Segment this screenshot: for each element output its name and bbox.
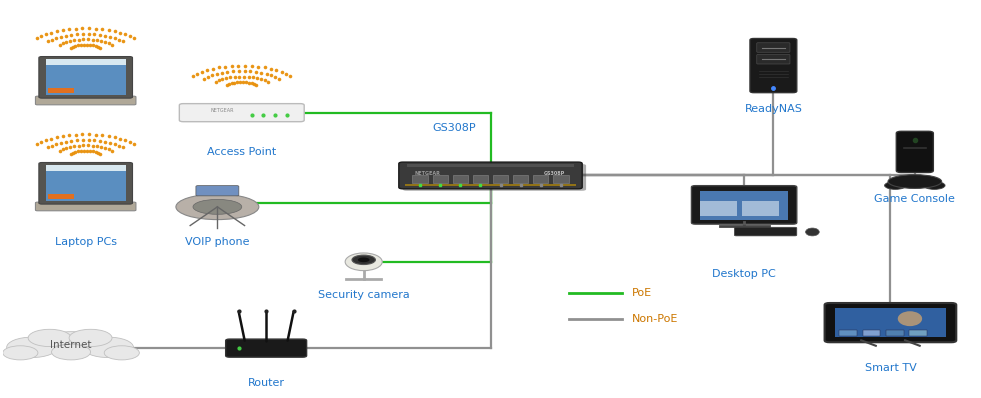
Text: Game Console: Game Console xyxy=(874,194,955,204)
FancyBboxPatch shape xyxy=(180,103,304,122)
Text: Laptop PCs: Laptop PCs xyxy=(55,237,117,247)
FancyBboxPatch shape xyxy=(862,330,880,336)
Ellipse shape xyxy=(805,228,819,236)
FancyBboxPatch shape xyxy=(513,175,529,183)
Text: Smart TV: Smart TV xyxy=(864,363,916,373)
FancyBboxPatch shape xyxy=(839,330,856,336)
FancyBboxPatch shape xyxy=(825,303,956,342)
FancyBboxPatch shape xyxy=(35,96,136,105)
Circle shape xyxy=(3,346,38,360)
Text: ReadyNAS: ReadyNAS xyxy=(745,104,802,114)
Text: VOIP phone: VOIP phone xyxy=(185,237,249,247)
Text: GS308P: GS308P xyxy=(432,123,476,133)
FancyBboxPatch shape xyxy=(39,57,132,98)
FancyBboxPatch shape xyxy=(756,43,790,52)
Ellipse shape xyxy=(923,181,945,189)
FancyBboxPatch shape xyxy=(412,175,428,183)
Text: Desktop PC: Desktop PC xyxy=(712,269,776,279)
Text: Security camera: Security camera xyxy=(318,290,409,300)
Text: Access Point: Access Point xyxy=(207,147,277,157)
Ellipse shape xyxy=(176,194,259,220)
FancyBboxPatch shape xyxy=(226,339,307,357)
Circle shape xyxy=(352,255,376,265)
FancyBboxPatch shape xyxy=(473,175,489,183)
Circle shape xyxy=(358,258,370,262)
Ellipse shape xyxy=(898,311,922,326)
FancyBboxPatch shape xyxy=(886,330,904,336)
FancyBboxPatch shape xyxy=(692,185,797,224)
FancyBboxPatch shape xyxy=(403,164,586,191)
FancyBboxPatch shape xyxy=(399,162,582,189)
FancyBboxPatch shape xyxy=(749,39,797,93)
FancyBboxPatch shape xyxy=(196,185,238,196)
Text: Non-PoE: Non-PoE xyxy=(632,314,678,324)
FancyBboxPatch shape xyxy=(553,175,569,183)
FancyBboxPatch shape xyxy=(39,162,132,204)
FancyBboxPatch shape xyxy=(700,191,788,220)
FancyBboxPatch shape xyxy=(735,227,797,236)
FancyBboxPatch shape xyxy=(46,59,126,95)
FancyBboxPatch shape xyxy=(756,55,790,64)
FancyBboxPatch shape xyxy=(46,59,126,65)
Text: PoE: PoE xyxy=(632,288,652,298)
Circle shape xyxy=(7,337,58,357)
FancyBboxPatch shape xyxy=(909,330,927,336)
Text: Internet: Internet xyxy=(50,340,92,350)
Text: Router: Router xyxy=(247,378,284,388)
FancyBboxPatch shape xyxy=(46,165,126,201)
Circle shape xyxy=(82,337,133,357)
FancyBboxPatch shape xyxy=(492,175,508,183)
FancyBboxPatch shape xyxy=(35,202,136,211)
Circle shape xyxy=(52,344,90,360)
Ellipse shape xyxy=(885,181,906,189)
FancyBboxPatch shape xyxy=(404,184,577,186)
FancyBboxPatch shape xyxy=(835,308,946,337)
Text: NETGEAR: NETGEAR xyxy=(211,108,234,113)
FancyBboxPatch shape xyxy=(897,131,933,172)
FancyBboxPatch shape xyxy=(48,194,74,199)
Circle shape xyxy=(69,329,112,347)
FancyBboxPatch shape xyxy=(46,165,126,171)
FancyBboxPatch shape xyxy=(48,88,74,93)
FancyBboxPatch shape xyxy=(452,175,468,183)
Circle shape xyxy=(28,329,71,347)
FancyBboxPatch shape xyxy=(433,175,448,183)
Text: GS308P: GS308P xyxy=(543,171,565,176)
Text: NETGEAR: NETGEAR xyxy=(414,171,440,176)
Ellipse shape xyxy=(193,199,241,214)
FancyBboxPatch shape xyxy=(533,175,548,183)
Circle shape xyxy=(42,332,100,355)
FancyBboxPatch shape xyxy=(406,164,575,167)
Ellipse shape xyxy=(888,175,942,188)
FancyBboxPatch shape xyxy=(743,201,779,216)
FancyBboxPatch shape xyxy=(700,201,738,216)
Ellipse shape xyxy=(345,253,383,271)
Circle shape xyxy=(104,346,139,360)
